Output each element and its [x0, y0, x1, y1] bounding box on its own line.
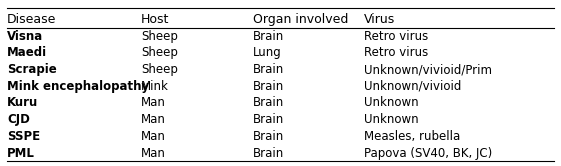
Text: Kuru: Kuru [7, 96, 38, 109]
Text: Brain: Brain [252, 130, 284, 143]
Text: Brain: Brain [252, 63, 284, 76]
Text: Brain: Brain [252, 30, 284, 43]
Text: Host: Host [141, 13, 169, 26]
Text: Disease: Disease [7, 13, 56, 26]
Text: Lung: Lung [252, 46, 281, 59]
Text: CJD: CJD [7, 113, 30, 126]
Text: Unknown/vivioid: Unknown/vivioid [364, 80, 462, 93]
Text: Maedi: Maedi [7, 46, 47, 59]
Text: Brain: Brain [252, 147, 284, 160]
Text: Unknown: Unknown [364, 96, 419, 109]
Text: Unknown: Unknown [364, 113, 419, 126]
Text: Brain: Brain [252, 96, 284, 109]
Text: Man: Man [141, 113, 166, 126]
Text: Scrapie: Scrapie [7, 63, 57, 76]
Text: Man: Man [141, 147, 166, 160]
Text: Brain: Brain [252, 113, 284, 126]
Text: Unknown/vivioid/Prim: Unknown/vivioid/Prim [364, 63, 492, 76]
Text: SSPE: SSPE [7, 130, 40, 143]
Text: Retro virus: Retro virus [364, 46, 429, 59]
Text: Organ involved: Organ involved [252, 13, 348, 26]
Text: Sheep: Sheep [141, 46, 178, 59]
Text: Mink encephalopathy: Mink encephalopathy [7, 80, 149, 93]
Text: Visna: Visna [7, 30, 43, 43]
Text: Virus: Virus [364, 13, 396, 26]
Text: Retro virus: Retro virus [364, 30, 429, 43]
Text: Sheep: Sheep [141, 30, 178, 43]
Text: Mink: Mink [141, 80, 169, 93]
Text: Measles, rubella: Measles, rubella [364, 130, 461, 143]
Text: PML: PML [7, 147, 35, 160]
Text: Man: Man [141, 96, 166, 109]
Text: Sheep: Sheep [141, 63, 178, 76]
Text: Man: Man [141, 130, 166, 143]
Text: Papova (SV40, BK, JC): Papova (SV40, BK, JC) [364, 147, 493, 160]
Text: Brain: Brain [252, 80, 284, 93]
